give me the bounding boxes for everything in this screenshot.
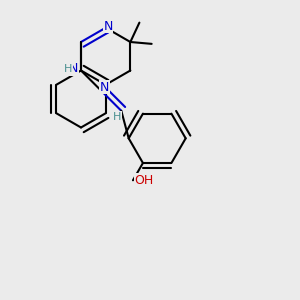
Text: N: N bbox=[103, 20, 113, 33]
Text: H: H bbox=[112, 112, 121, 122]
Text: H: H bbox=[64, 64, 73, 74]
Text: N: N bbox=[100, 81, 110, 94]
Text: OH: OH bbox=[134, 174, 154, 187]
Text: N: N bbox=[69, 62, 78, 76]
